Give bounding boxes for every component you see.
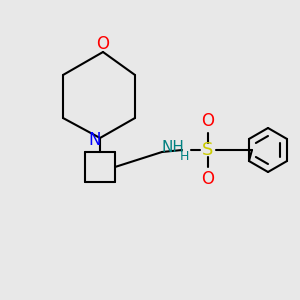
Text: N: N — [89, 131, 101, 149]
Text: O: O — [202, 112, 214, 130]
Text: O: O — [97, 35, 110, 53]
Text: NH: NH — [162, 140, 184, 155]
Text: S: S — [202, 141, 214, 159]
Text: O: O — [202, 170, 214, 188]
Text: H: H — [179, 149, 189, 163]
